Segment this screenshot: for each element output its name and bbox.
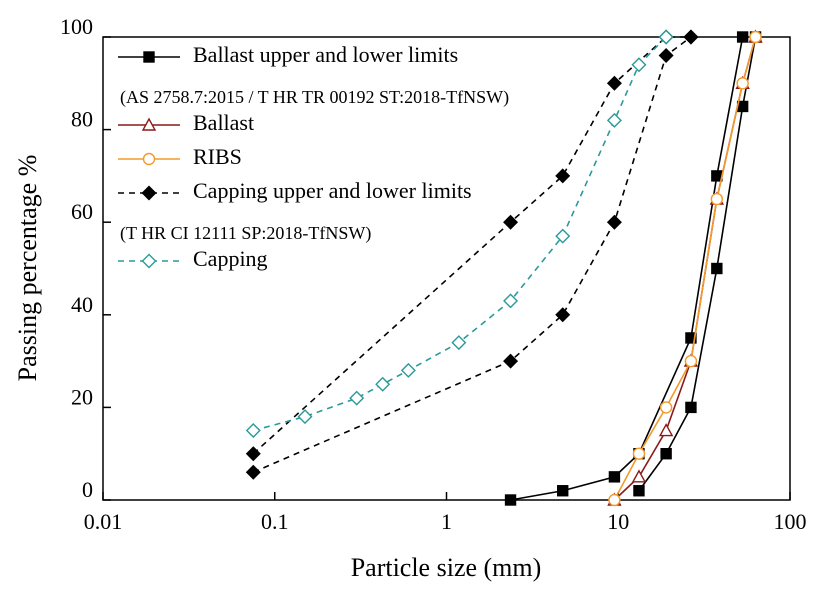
marker (375, 376, 391, 392)
x-axis-title: Particle size (mm) (351, 553, 542, 582)
legend-label: Capping upper and lower limits (193, 178, 472, 203)
x-tick-label: 0.1 (261, 509, 289, 534)
legend-label: Ballast (193, 110, 254, 135)
y-axis-title: Passing percentage % (13, 155, 42, 382)
marker (736, 31, 749, 43)
marker (606, 75, 622, 91)
marker (349, 390, 365, 406)
marker (660, 448, 672, 460)
marker (710, 192, 724, 206)
series-line (613, 36, 757, 501)
marker (503, 214, 519, 230)
marker (451, 335, 467, 351)
marker (736, 100, 749, 113)
y-tick-label: 40 (71, 292, 93, 317)
marker (749, 30, 762, 44)
y-tick-label: 0 (82, 477, 93, 502)
marker (683, 29, 699, 45)
marker (658, 423, 674, 437)
marker (659, 401, 673, 414)
legend-label: Ballast upper and lower limits (193, 42, 458, 67)
marker (245, 464, 261, 480)
marker (504, 494, 517, 506)
marker (555, 307, 571, 323)
marker (711, 170, 723, 182)
x-tick-label: 0.01 (84, 509, 123, 534)
marker (631, 469, 647, 483)
legend-marker (141, 253, 157, 269)
marker (608, 493, 621, 507)
marker (632, 447, 646, 460)
marker (400, 362, 416, 378)
series-line (613, 36, 757, 501)
series-line (510, 36, 744, 501)
marker (736, 77, 749, 90)
x-tick-label: 1 (441, 509, 452, 534)
marker (711, 262, 723, 275)
marker (503, 353, 519, 369)
legend-note: (T HR CI 12111 SP:2018-TfNSW) (120, 223, 371, 244)
marker (245, 423, 261, 439)
marker (606, 112, 622, 128)
marker (557, 485, 569, 497)
legend-note: (AS 2758.7:2015 / T HR TR 00192 ST:2018-… (120, 87, 509, 108)
marker (684, 354, 698, 368)
marker (555, 168, 571, 184)
y-tick-label: 100 (60, 14, 93, 39)
marker (685, 401, 697, 414)
marker (631, 57, 647, 73)
marker (685, 332, 697, 344)
legend-marker (142, 152, 156, 166)
y-tick-label: 20 (71, 384, 93, 409)
marker (503, 293, 519, 309)
y-tick-label: 60 (71, 199, 93, 224)
legend-label: Capping (193, 246, 268, 271)
x-tick-label: 100 (774, 509, 807, 534)
series-line (638, 36, 757, 492)
legend-marker (141, 117, 157, 131)
marker (658, 29, 674, 45)
legend-marker (141, 185, 157, 201)
series-line (252, 36, 692, 473)
y-tick-label: 80 (71, 107, 93, 132)
marker (608, 471, 621, 483)
marker (606, 214, 622, 230)
marker (555, 228, 571, 244)
marker (658, 48, 674, 64)
marker (297, 409, 313, 425)
x-tick-label: 10 (607, 509, 629, 534)
marker (633, 485, 645, 497)
legend-marker (143, 51, 155, 63)
marker (245, 446, 261, 462)
legend-label: RIBS (193, 144, 242, 169)
